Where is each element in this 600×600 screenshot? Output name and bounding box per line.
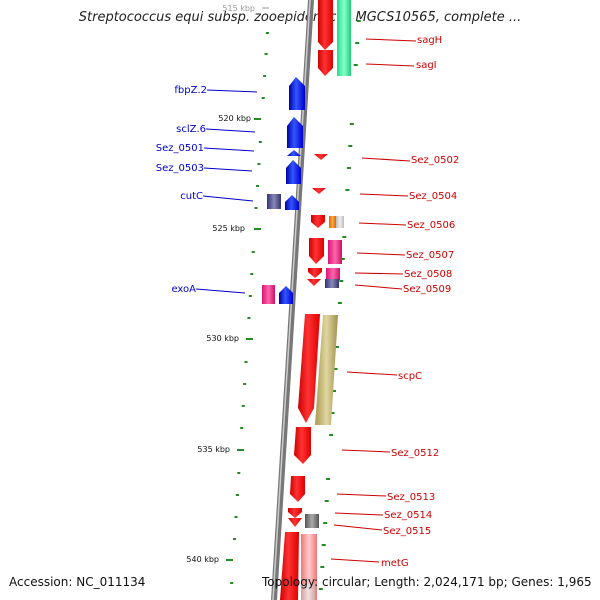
scale-dot [240,427,243,429]
scale-tick-520: 520 kbp [218,114,251,123]
gene-Sez0508[interactable] [308,268,322,278]
scale-dot [339,280,343,282]
label-scpC: scpC [398,371,422,382]
gene-Sez0507-pink[interactable] [328,240,342,264]
scale-dot [354,64,358,66]
scale-dot [242,405,245,407]
label-Sez0514: Sez_0514 [384,510,432,521]
label-Sez0502: Sez_0502 [411,155,459,166]
scale-dot [265,53,268,55]
scale-tick-535: 535 kbp [197,445,230,454]
gene-Sez0507[interactable] [309,238,324,264]
label-cutC: cutC [180,191,203,202]
scale-dot [325,500,329,502]
scale-tick-540: 540 kbp [186,555,219,564]
gene-sagH-green[interactable] [337,0,351,76]
accession-label: Accession: NC_011134 [9,575,145,589]
label-Sez0508: Sez_0508 [404,269,452,280]
scale-dot [250,273,253,275]
scale-dot [323,522,327,524]
scale-dot [249,295,252,297]
gene-sagI[interactable] [318,50,333,76]
label-fbpZ2: fbpZ.2 [174,85,207,96]
scale-dot [262,97,265,99]
scale-tick-525: 525 kbp [212,224,245,233]
label-Sez0506: Sez_0506 [407,220,455,231]
label-Sez0509: Sez_0509 [403,284,451,295]
scale-dot [237,472,240,474]
gene-Sez0514[interactable] [288,508,302,518]
scale-dot [236,494,239,496]
scale-dot [259,141,262,143]
scale-dot [342,236,346,238]
label-sclZ6: sclZ.6 [176,124,206,135]
gene-Sez0508-pink[interactable] [326,268,340,280]
scale-dot [233,538,236,540]
label-Sez0513: Sez_0513 [387,492,435,503]
scale-dot [235,516,238,518]
scale-dot [355,42,359,44]
scale-dot [252,251,255,253]
scale-tick-530: 530 kbp [206,334,239,343]
scale-dot [348,145,352,147]
scale-dot [257,163,260,165]
right-labels: sagH sagI Sez_0502 Sez_0504 Sez_0506 Sez… [331,35,459,569]
topology-label: Topology: circular; Length: 2,024,171 bp… [262,575,592,589]
label-exoA: exoA [171,284,196,295]
scale-dot [320,566,324,568]
scale-dot [245,361,248,363]
scale-dot [350,123,354,125]
scale-dot [345,189,349,191]
scale-dot [263,75,266,77]
label-Sez0504: Sez_0504 [409,191,457,202]
scale-dot [329,434,333,436]
label-Sez0512: Sez_0512 [391,448,439,459]
label-sagI: sagI [416,60,437,71]
gene-Sez0513[interactable] [290,476,305,502]
scale-dot [322,544,326,546]
gene-metG[interactable] [280,532,299,600]
gene-Sez0506-grey[interactable] [336,216,344,228]
gene-cutC[interactable] [267,194,281,209]
label-sagH: sagH [417,35,442,46]
scale-dot [326,478,330,480]
label-Sez0507: Sez_0507 [406,250,454,261]
gene-Sez0509[interactable] [307,279,321,286]
gene-Sez0506[interactable] [311,215,325,228]
scale-dot [255,207,258,209]
scale-tick-515: 515 kbp [222,4,255,13]
gene-Sez0515[interactable] [305,514,319,528]
label-metG: metG [381,558,409,569]
gene-Sez0514b[interactable] [288,518,302,527]
scale-dot [266,32,269,34]
gene-Sez0502[interactable] [314,154,328,160]
gene-exoA-pink[interactable] [262,285,275,304]
gene-Sez0509-navy[interactable] [325,279,339,288]
scale-dot [247,317,250,319]
scale-dot [256,185,259,187]
label-Sez0503: Sez_0503 [156,163,204,174]
scale-dot [243,383,246,385]
scale-dot [338,302,342,304]
gene-Sez0506-orange[interactable] [329,216,336,228]
genome-map: 515 kbp 520 kbp 525 kbp 530 kbp 535 kbp … [0,0,600,600]
scale-dot [347,167,351,169]
scale-dot [230,582,233,584]
gene-Sez0512[interactable] [294,427,311,464]
gene-Sez0504[interactable] [312,188,326,194]
gene-fbpZ2[interactable] [289,77,305,110]
label-Sez0515: Sez_0515 [383,526,431,537]
gene-sagH[interactable] [318,0,333,50]
scale-dot [357,20,361,22]
label-Sez0501: Sez_0501 [156,143,204,154]
